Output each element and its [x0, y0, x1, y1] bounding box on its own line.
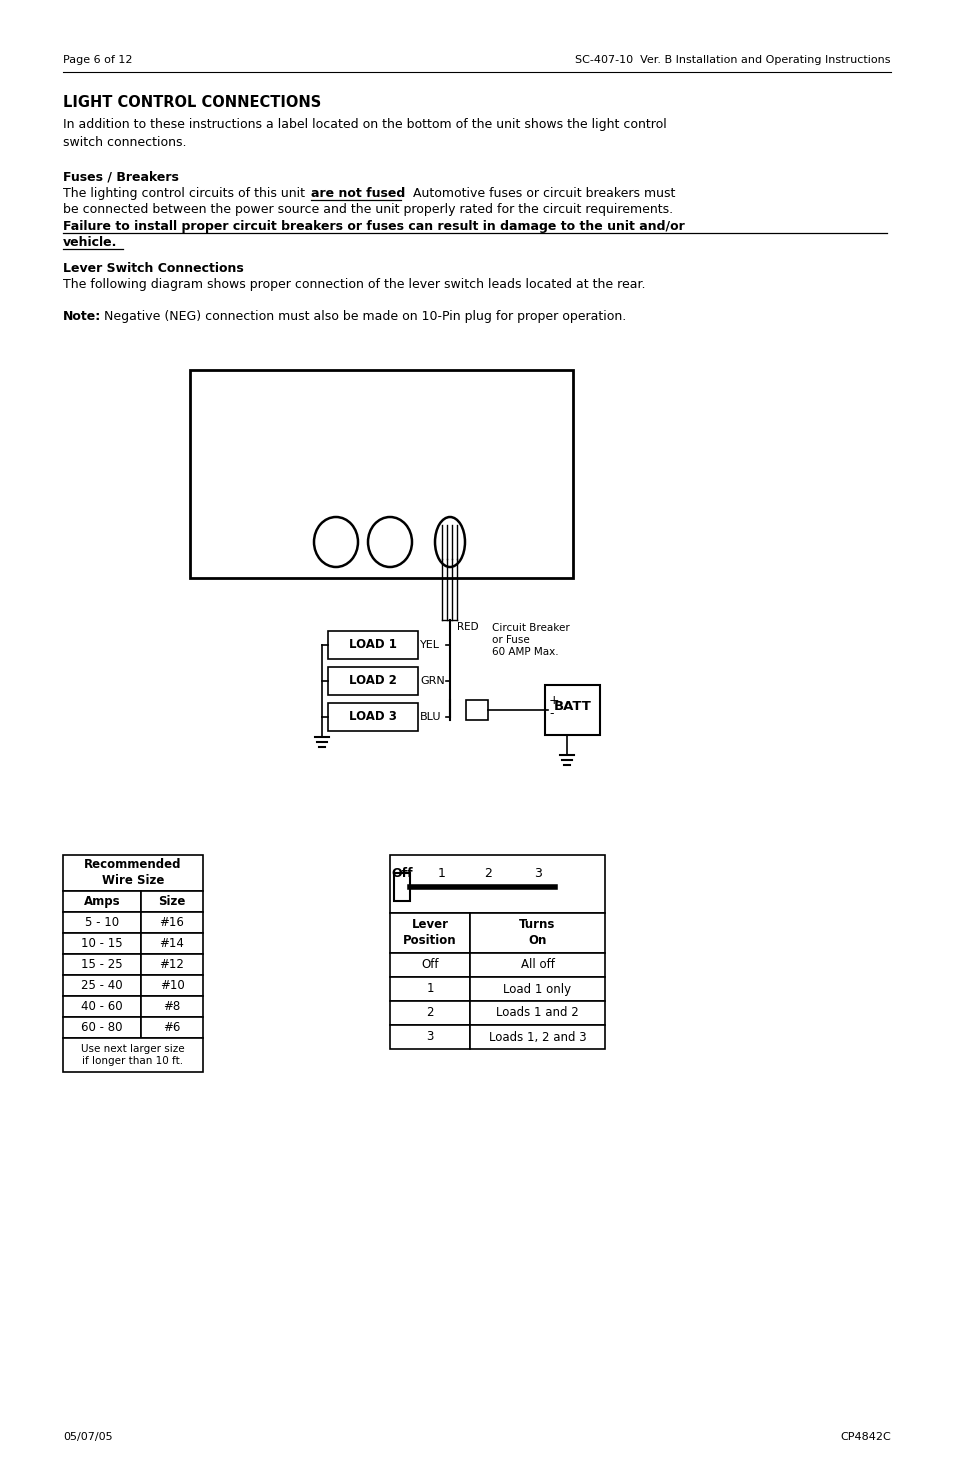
Text: Amps: Amps [84, 895, 120, 909]
FancyBboxPatch shape [63, 855, 203, 891]
Text: BLU: BLU [419, 712, 441, 721]
Text: 3: 3 [426, 1031, 434, 1043]
FancyBboxPatch shape [63, 1038, 203, 1072]
FancyBboxPatch shape [390, 976, 470, 1002]
Text: +: + [548, 695, 559, 707]
Text: RED: RED [456, 622, 478, 631]
Text: -: - [548, 707, 553, 720]
FancyBboxPatch shape [63, 891, 141, 912]
Text: The lighting control circuits of this unit: The lighting control circuits of this un… [63, 187, 309, 201]
Text: Size: Size [158, 895, 186, 909]
Text: LOAD 2: LOAD 2 [349, 674, 396, 687]
Text: LIGHT CONTROL CONNECTIONS: LIGHT CONTROL CONNECTIONS [63, 94, 321, 111]
FancyBboxPatch shape [390, 1025, 470, 1049]
Text: Note:: Note: [63, 310, 101, 323]
FancyBboxPatch shape [190, 370, 573, 578]
Text: 1: 1 [426, 982, 434, 996]
Text: Page 6 of 12: Page 6 of 12 [63, 55, 132, 65]
Text: Loads 1, 2 and 3: Loads 1, 2 and 3 [488, 1031, 586, 1043]
Text: Recommended
Wire Size: Recommended Wire Size [84, 858, 182, 888]
FancyBboxPatch shape [470, 953, 604, 976]
Text: LOAD 1: LOAD 1 [349, 639, 396, 652]
Ellipse shape [314, 518, 357, 566]
Text: Use next larger size
if longer than 10 ft.: Use next larger size if longer than 10 f… [81, 1044, 185, 1066]
Text: #12: #12 [159, 957, 184, 971]
FancyBboxPatch shape [63, 1016, 141, 1038]
Text: #6: #6 [163, 1021, 180, 1034]
Text: 3: 3 [534, 867, 541, 881]
Text: 2: 2 [426, 1006, 434, 1019]
Text: 60 - 80: 60 - 80 [81, 1021, 123, 1034]
Text: LOAD 3: LOAD 3 [349, 711, 396, 724]
FancyBboxPatch shape [141, 934, 203, 954]
FancyBboxPatch shape [470, 913, 604, 953]
Text: In addition to these instructions a label located on the bottom of the unit show: In addition to these instructions a labe… [63, 118, 666, 149]
Text: 60 AMP Max.: 60 AMP Max. [492, 648, 558, 656]
Text: CP4842C: CP4842C [840, 1432, 890, 1443]
FancyBboxPatch shape [470, 1025, 604, 1049]
FancyBboxPatch shape [328, 631, 417, 659]
FancyBboxPatch shape [390, 953, 470, 976]
FancyBboxPatch shape [63, 996, 141, 1016]
FancyBboxPatch shape [63, 934, 141, 954]
FancyBboxPatch shape [470, 1002, 604, 1025]
Text: Off: Off [391, 867, 413, 881]
Text: Failure to install proper circuit breakers or fuses can result in damage to the : Failure to install proper circuit breake… [63, 220, 684, 233]
Text: Turns
On: Turns On [518, 919, 555, 947]
Text: vehicle.: vehicle. [63, 236, 117, 249]
FancyBboxPatch shape [141, 996, 203, 1016]
Text: be connected between the power source and the unit properly rated for the circui: be connected between the power source an… [63, 204, 673, 215]
Text: SC-407-10  Ver. B Installation and Operating Instructions: SC-407-10 Ver. B Installation and Operat… [575, 55, 890, 65]
Text: Loads 1 and 2: Loads 1 and 2 [496, 1006, 578, 1019]
Text: or Fuse: or Fuse [492, 636, 529, 645]
FancyBboxPatch shape [390, 855, 604, 913]
Text: The following diagram shows proper connection of the lever switch leads located : The following diagram shows proper conne… [63, 277, 645, 291]
Text: Fuses / Breakers: Fuses / Breakers [63, 170, 179, 183]
FancyBboxPatch shape [470, 976, 604, 1002]
Text: Circuit Breaker: Circuit Breaker [492, 622, 569, 633]
FancyBboxPatch shape [141, 912, 203, 934]
Text: Load 1 only: Load 1 only [503, 982, 571, 996]
Ellipse shape [435, 518, 464, 566]
FancyBboxPatch shape [63, 954, 141, 975]
FancyBboxPatch shape [141, 891, 203, 912]
Text: .  Automotive fuses or circuit breakers must: . Automotive fuses or circuit breakers m… [400, 187, 675, 201]
Text: are not fused: are not fused [311, 187, 405, 201]
Text: #16: #16 [159, 916, 184, 929]
Text: 15 - 25: 15 - 25 [81, 957, 123, 971]
FancyBboxPatch shape [328, 704, 417, 732]
Text: GRN: GRN [419, 676, 444, 686]
FancyBboxPatch shape [63, 912, 141, 934]
Text: 10 - 15: 10 - 15 [81, 937, 123, 950]
FancyBboxPatch shape [141, 1016, 203, 1038]
Text: Off: Off [421, 959, 438, 972]
Text: 5 - 10: 5 - 10 [85, 916, 119, 929]
Text: BATT: BATT [553, 701, 591, 714]
FancyBboxPatch shape [141, 954, 203, 975]
FancyBboxPatch shape [465, 701, 488, 720]
Text: 1: 1 [437, 867, 445, 881]
Text: #10: #10 [159, 979, 184, 993]
Ellipse shape [368, 518, 412, 566]
FancyBboxPatch shape [544, 684, 599, 735]
Text: 05/07/05: 05/07/05 [63, 1432, 112, 1443]
Text: Lever
Position: Lever Position [403, 919, 456, 947]
FancyBboxPatch shape [328, 667, 417, 695]
Text: 25 - 40: 25 - 40 [81, 979, 123, 993]
Text: Lever Switch Connections: Lever Switch Connections [63, 263, 244, 274]
Text: 2: 2 [483, 867, 492, 881]
FancyBboxPatch shape [390, 913, 470, 953]
Text: 40 - 60: 40 - 60 [81, 1000, 123, 1013]
FancyBboxPatch shape [63, 975, 141, 996]
Text: #8: #8 [163, 1000, 180, 1013]
FancyBboxPatch shape [394, 873, 410, 901]
FancyBboxPatch shape [141, 975, 203, 996]
Text: #14: #14 [159, 937, 184, 950]
Text: Negative (NEG) connection must also be made on 10-Pin plug for proper operation.: Negative (NEG) connection must also be m… [96, 310, 625, 323]
FancyBboxPatch shape [390, 1002, 470, 1025]
Text: YEL: YEL [419, 640, 439, 650]
Text: All off: All off [520, 959, 554, 972]
